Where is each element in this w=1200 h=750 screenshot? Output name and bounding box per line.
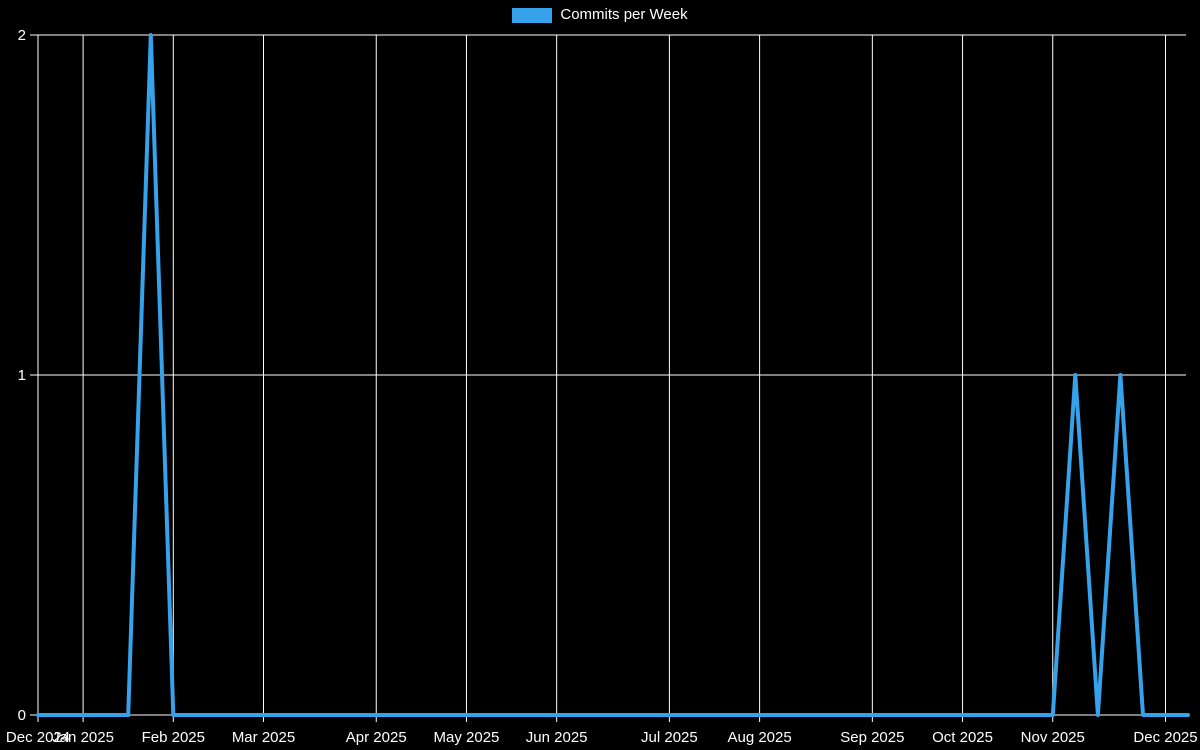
legend-item-commits[interactable]: Commits per Week (512, 6, 688, 24)
x-tick-label: Jun 2025 (526, 729, 588, 746)
chart-legend: Commits per Week (0, 6, 1200, 24)
x-tick-label: Jul 2025 (641, 729, 698, 746)
x-tick-label: Dec 2025 (1133, 729, 1197, 746)
x-tick-label: Aug 2025 (727, 729, 791, 746)
commits-data-line (36, 33, 1190, 717)
x-tick-label: Dec 2024 (6, 729, 70, 746)
x-tick-label: Apr 2025 (346, 729, 407, 746)
legend-swatch (512, 7, 553, 23)
y-tick-label: 1 (18, 367, 26, 384)
x-tick-label: Oct 2025 (932, 729, 993, 746)
legend-label: Commits per Week (560, 6, 688, 23)
x-tick-label: Sep 2025 (840, 729, 904, 746)
x-tick-label: Nov 2025 (1021, 729, 1085, 746)
y-tick-label: 2 (18, 27, 26, 44)
x-tick-label: May 2025 (434, 729, 500, 746)
x-tick-label: Feb 2025 (142, 729, 205, 746)
x-tick-label: Jan 2025 (52, 729, 114, 746)
x-tick-label: Mar 2025 (232, 729, 295, 746)
y-tick-label: 0 (18, 707, 26, 724)
